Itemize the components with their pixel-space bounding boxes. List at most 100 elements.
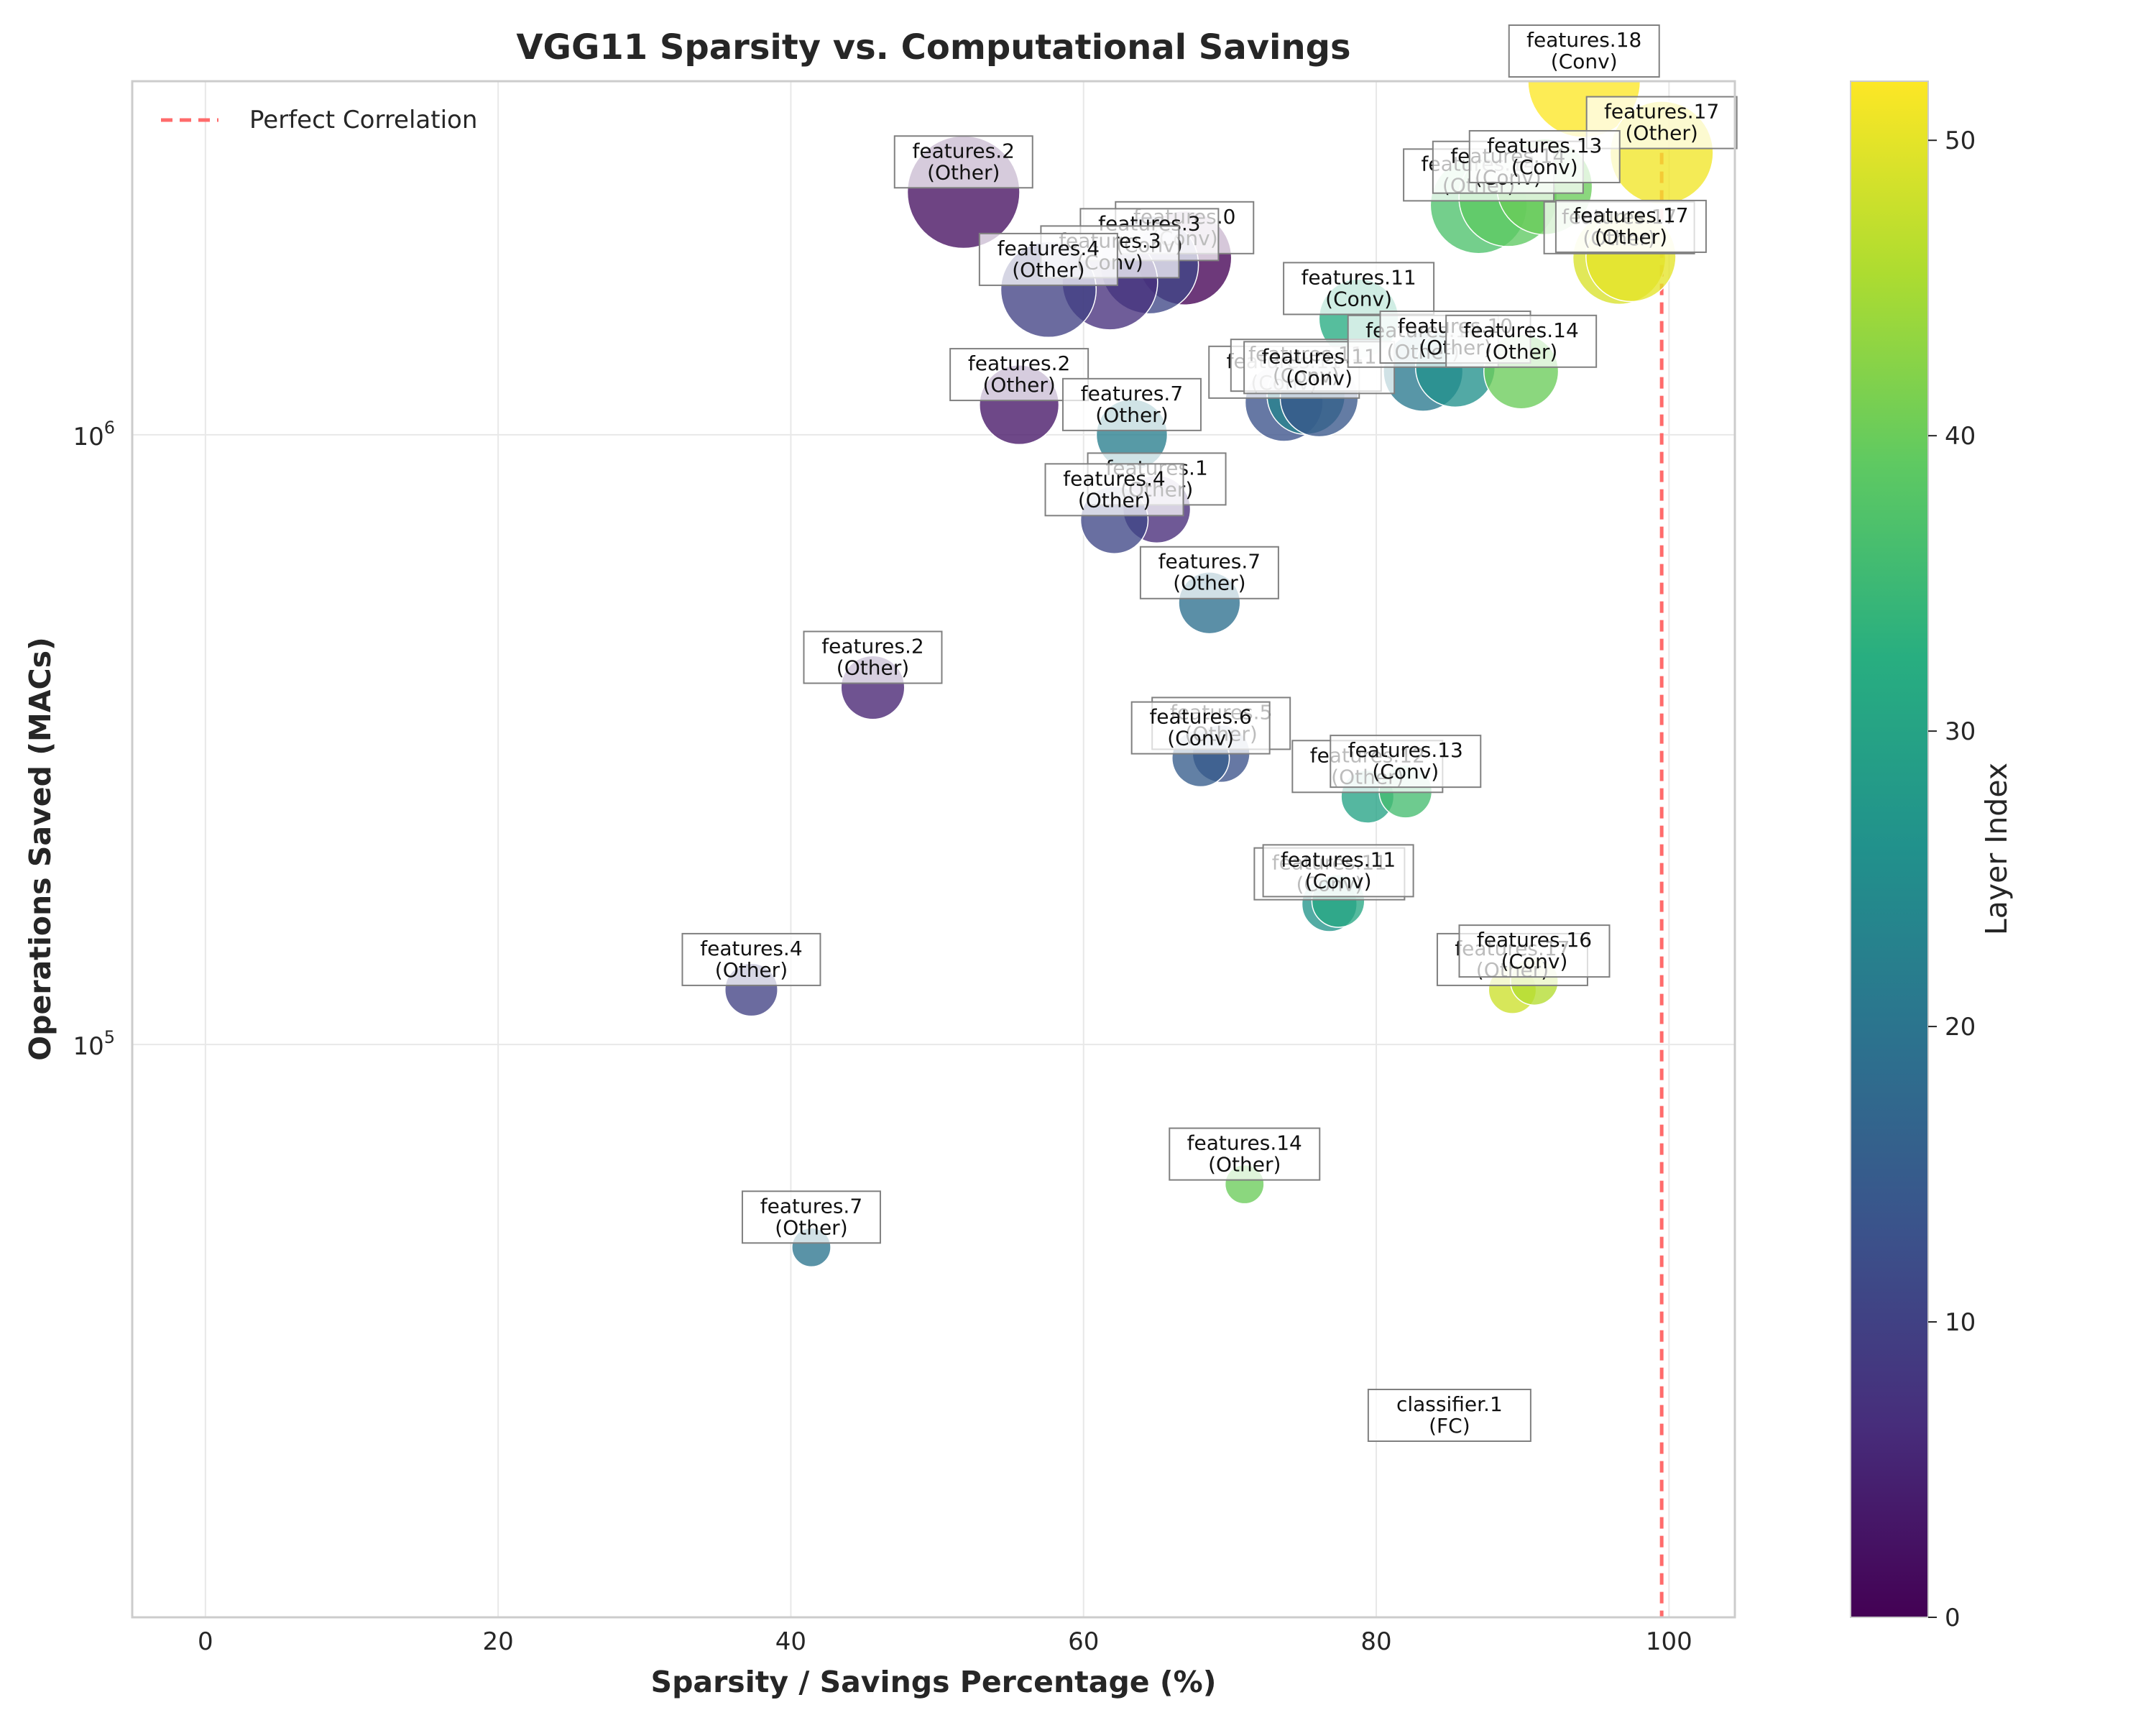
annotation-layer-type: (Other) [775,1215,847,1239]
annotation-box [741,1190,881,1244]
annotation-layer-name: features.4 [998,236,1100,260]
colorbar-label: Layer Index [1979,763,2014,935]
colorbar-tick-label: 50 [1945,127,1976,155]
point-annotation: features.11(Conv) [1283,262,1435,316]
annotation-layer-type: (FC) [1429,1414,1470,1438]
annotation-layer-type: (Other) [1012,258,1084,282]
point-annotation: features.4(Other) [978,232,1118,286]
annotation-box [1061,377,1202,431]
point-annotation: features.13(Conv) [1330,735,1482,789]
annotation-layer-name: features.17 [1573,203,1688,227]
annotation-box [1458,924,1611,978]
annotation-box [1283,262,1435,316]
point-annotation: features.6(Conv) [1130,701,1271,755]
annotation-box [803,630,943,684]
annotation-layer-name: features.6 [1149,705,1251,729]
annotation-layer-type: (Conv) [1372,760,1439,783]
annotation-layer-name: features.13 [1487,134,1602,157]
x-tick-label: 100 [1646,1627,1692,1656]
annotation-layer-name: features.7 [1081,382,1183,405]
y-axis-ticks: 105 106 [73,418,115,1061]
annotation-box [1044,463,1184,517]
colorbar-ticks: 0 10 20 30 40 50 [1928,127,1976,1632]
annotation-layer-type: (Conv) [1286,366,1353,390]
annotation-layer-type: (Other) [1208,1153,1281,1177]
annotation-layer-name: features.7 [760,1194,862,1218]
point-annotation: classifier.1(FC) [1367,1389,1531,1443]
y-tick-label: 106 [73,418,115,451]
annotation-layer-type: (Conv) [1551,50,1618,73]
grid [132,81,1735,1617]
point-annotation: features.2(Other) [803,630,943,684]
point-annotation: features.13(Conv) [1468,129,1621,183]
annotation-layer-type: (Other) [927,160,1000,184]
point-annotation: features.18(Conv) [1508,24,1660,78]
annotation-layer-type: (Other) [837,656,909,680]
x-tick-label: 40 [775,1627,806,1656]
x-axis-label: Sparsity / Savings Percentage (%) [651,1665,1217,1699]
point-annotation: features.14(Other) [1169,1127,1321,1181]
annotation-box [1262,844,1414,898]
colorbar-tick-label: 30 [1945,717,1976,746]
annotation-layer-type: (Other) [1078,488,1151,512]
colorbar-tick-label: 10 [1945,1308,1976,1337]
annotation-layer-name: features.16 [1477,928,1592,952]
annotation-layer-name: features.11 [1281,847,1396,871]
legend: Perfect Correlation [161,106,477,134]
annotation-layer-name: features.17 [1604,100,1719,124]
annotation-layer-type: (Other) [715,958,788,982]
annotation-box [1445,314,1598,368]
point-annotation: features.2(Other) [949,348,1089,402]
annotation-layer-name: features.7 [1158,550,1261,574]
annotation-layer-name: features.13 [1348,738,1463,762]
annotation-layer-type: (Conv) [1167,727,1234,750]
colorbar-tick-label: 20 [1945,1013,1976,1042]
point-annotation: features.4(Other) [681,932,821,986]
annotation-layer-name: features.14 [1187,1131,1302,1155]
annotation-layer-type: (Conv) [1305,869,1372,893]
annotation-layer-type: (Other) [1625,121,1697,145]
y-axis-label: Operations Saved (MACs) [23,637,57,1060]
annotation-layer-name: features.11 [1302,265,1416,289]
annotation-box [893,135,1033,189]
plot-area-border [131,80,1736,1619]
annotation-box [1130,701,1271,755]
point-annotation: features.14(Other) [1445,314,1598,368]
annotation-box [1139,546,1279,599]
annotation-box [1330,735,1482,789]
annotation-layer-type: (Other) [982,373,1055,397]
annotation-layer-type: (Other) [1173,571,1245,595]
colorbar-tick-label: 40 [1945,422,1976,451]
point-annotation: features.7(Other) [1061,377,1202,431]
annotation-layer-type: (Other) [1485,340,1557,364]
annotation-layer-name: features.4 [1063,467,1165,490]
point-annotation: features.7(Other) [1139,546,1279,599]
annotation-layer-name: features.2 [821,635,923,658]
chart-title: VGG11 Sparsity vs. Computational Savings [516,27,1350,68]
annotation-layer-name: features.2 [968,351,1070,375]
x-tick-label: 80 [1360,1627,1391,1656]
point-annotation: features.17(Other) [1554,199,1707,253]
annotation-box [1367,1389,1531,1443]
point-annotation: features.11(Conv) [1262,844,1414,898]
legend-label: Perfect Correlation [249,106,477,134]
annotation-box [1468,129,1621,183]
annotation-box [1508,24,1660,78]
x-tick-label: 60 [1068,1627,1099,1656]
x-axis-ticks: 0 20 40 60 80 100 [198,1627,1692,1656]
annotation-layer-name: features.4 [700,937,802,960]
annotation-layer-type: (Other) [1595,225,1667,249]
colorbar-gradient [1850,81,1929,1618]
annotation-layer-name: features.2 [913,139,1015,162]
annotation-box [681,932,821,986]
point-labels: features.2(Other)features.18(Conv)featur… [681,24,1738,1443]
annotation-layer-type: (Other) [1095,403,1168,427]
point-annotation: features.2(Other) [893,135,1033,189]
point-annotation: features.7(Other) [741,1190,881,1244]
annotation-layer-type: (Conv) [1511,155,1578,179]
annotation-layer-name: features.18 [1526,28,1641,52]
point-annotation: features.16(Conv) [1458,924,1611,978]
annotation-box [1554,199,1707,253]
